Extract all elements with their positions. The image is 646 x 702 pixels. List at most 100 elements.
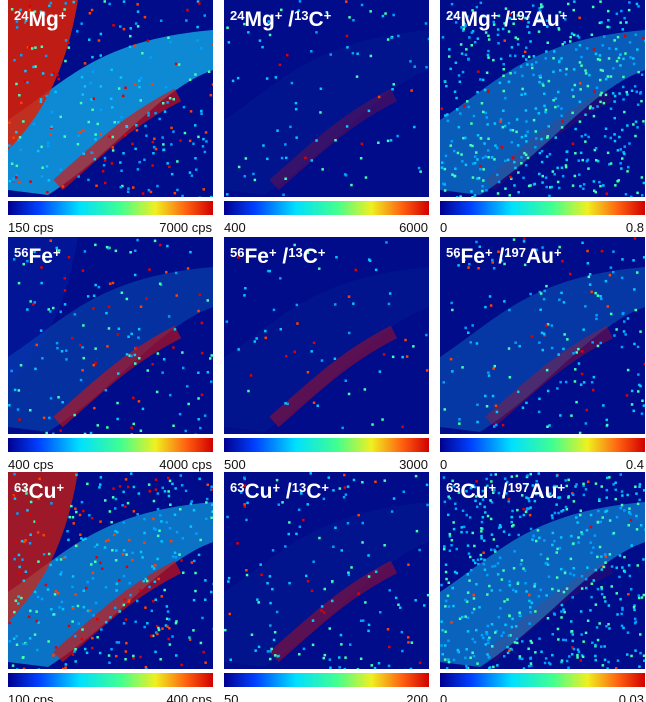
map-pixel — [161, 627, 164, 630]
map-pixel — [209, 357, 212, 360]
map-pixel — [105, 621, 108, 624]
map-pixel — [269, 602, 272, 605]
map-pixel — [547, 42, 550, 45]
map-pixel — [390, 37, 393, 40]
map-pixel — [550, 186, 553, 189]
map-pixel — [530, 657, 533, 660]
map-pixel — [545, 285, 548, 288]
map-pixel — [160, 520, 163, 523]
map-pixel — [17, 139, 20, 142]
map-pixel — [520, 65, 523, 68]
map-pixel — [487, 90, 490, 93]
map-pixel — [157, 352, 160, 355]
map-pixel — [61, 350, 64, 353]
map-pixel — [476, 91, 479, 94]
map-pixel — [407, 641, 410, 644]
map-pixel — [566, 508, 569, 511]
map-pixel — [500, 58, 503, 61]
map-pixel — [17, 408, 20, 411]
map-pixel — [80, 22, 83, 25]
map-pixel — [228, 577, 231, 580]
map-pixel — [79, 514, 82, 517]
map-pixel — [619, 598, 622, 601]
map-pixel — [460, 43, 463, 46]
map-pixel — [620, 148, 623, 151]
map-pixel — [562, 43, 565, 46]
map-pixel — [112, 496, 115, 499]
map-pixel — [94, 138, 97, 141]
label-part: + — [321, 480, 329, 495]
map-pixel — [331, 600, 334, 603]
map-pixel — [448, 605, 451, 608]
map-pixel — [444, 501, 447, 504]
map-pixel — [530, 528, 533, 531]
map-pixel — [112, 149, 115, 152]
map-pixel — [526, 63, 529, 66]
map-pixel — [570, 535, 573, 538]
map-pixel — [94, 546, 97, 549]
map-pixel — [592, 389, 595, 392]
map-pixel — [468, 106, 471, 109]
map-pixel — [75, 545, 78, 548]
map-pixel — [616, 60, 619, 63]
map-pixel — [527, 157, 530, 160]
map-pixel — [203, 188, 206, 191]
map-pixel — [244, 287, 247, 290]
map-pixel — [89, 609, 92, 612]
map-pixel — [566, 587, 569, 590]
label-part: Cu — [28, 480, 56, 503]
map-pixel — [641, 400, 644, 403]
map-pixel — [571, 89, 574, 92]
map-pixel — [55, 590, 58, 593]
map-pixel — [350, 184, 353, 187]
label-part: / — [498, 8, 510, 31]
map-pixel — [604, 135, 607, 138]
map-pixel — [600, 645, 603, 648]
map-pixel — [551, 514, 554, 517]
map-pixel — [643, 182, 646, 185]
map-pixel — [476, 158, 479, 161]
map-pixel — [199, 294, 202, 297]
map-pixel — [134, 148, 137, 151]
map-pixel — [622, 58, 625, 61]
map-pixel — [58, 606, 61, 609]
map-pixel — [125, 125, 128, 128]
map-pixel — [538, 112, 541, 115]
map-pixel — [461, 52, 464, 55]
map-pixel — [138, 357, 141, 360]
map-pixel — [50, 240, 53, 243]
map-pixel — [426, 484, 429, 487]
map-pixel — [157, 508, 160, 511]
map-pixel — [92, 71, 95, 74]
map-pixel — [458, 422, 461, 425]
map-pixel — [94, 133, 97, 136]
map-pixel — [562, 348, 565, 351]
map-pixel — [95, 602, 98, 605]
map-pixel — [97, 123, 100, 126]
map-pixel — [604, 510, 607, 513]
map-pixel — [64, 289, 67, 292]
map-pixel — [597, 639, 600, 642]
map-pixel — [474, 194, 477, 197]
map-pixel — [87, 179, 90, 182]
map-pixel — [147, 369, 150, 372]
label-part: + — [53, 245, 61, 260]
label-part: Cu — [244, 480, 272, 503]
map-pixel — [535, 540, 538, 543]
map-pixel — [26, 81, 29, 84]
map-pixel — [104, 182, 107, 185]
map-pixel — [499, 557, 502, 560]
map-pixel — [603, 645, 606, 648]
map-pixel — [471, 31, 474, 34]
map-pixel — [81, 369, 84, 372]
map-pixel — [440, 584, 443, 587]
map-pixel — [590, 526, 593, 529]
map-pixel — [355, 269, 358, 272]
label-part: 13 — [288, 245, 302, 260]
map-pixel — [563, 591, 566, 594]
map-pixel — [544, 662, 547, 665]
map-pixel — [483, 142, 486, 145]
map-pixel — [77, 135, 80, 138]
map-pixel — [509, 176, 512, 179]
map-pixel — [584, 140, 587, 143]
